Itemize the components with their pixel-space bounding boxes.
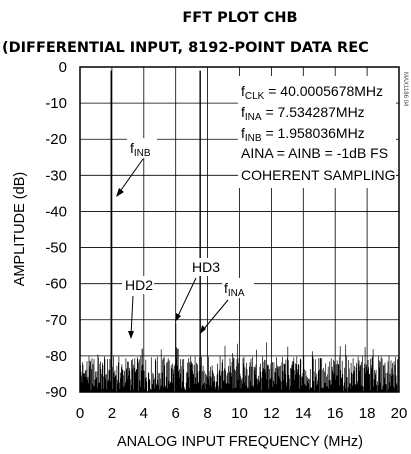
info-box-background	[238, 76, 396, 188]
plot-frame	[79, 66, 400, 393]
y-tick-label: -50	[45, 240, 67, 257]
figure-id-label: MAX1186 04	[402, 72, 408, 107]
x-tick-label: 20	[391, 405, 408, 422]
info-sampling: COHERENT SAMPLING	[241, 167, 396, 183]
x-tick-label: 14	[295, 405, 312, 422]
hd3-arrowhead	[175, 313, 181, 322]
y-tick-label: -60	[45, 276, 67, 293]
chart-subtitle: (DIFFERENTIAL INPUT, 8192-POINT DATA REC	[2, 40, 369, 56]
finb-label-background	[127, 138, 157, 158]
fina-arrow-line	[202, 299, 229, 331]
hd3-annotation: HD3	[192, 259, 220, 275]
x-tick-label: 18	[359, 405, 376, 422]
hd2-label-background	[122, 276, 154, 294]
y-tick-label: -70	[45, 312, 67, 329]
y-tick-label: -20	[45, 131, 67, 148]
info-fina: fINA = 7.534287MHz	[241, 104, 365, 123]
x-tick-label: 2	[108, 405, 116, 422]
spectrum-trace	[79, 70, 400, 392]
hd2-annotation: HD2	[125, 277, 153, 293]
hd3-label-background	[190, 258, 222, 276]
fina-annotation: fINA	[224, 280, 245, 299]
x-tick-label: 10	[231, 405, 248, 422]
chart-title: FFT PLOT CHB	[182, 10, 297, 26]
fina-label-background	[222, 278, 254, 298]
x-tick-label: 4	[140, 405, 148, 422]
hd2-arrowhead	[128, 331, 134, 339]
y-tick-labels: 0 -10 -20 -30 -40 -50 -60 -70 -80 -90	[45, 59, 67, 401]
hd2-arrow-line	[130, 295, 134, 336]
y-tick-label: -40	[45, 203, 67, 220]
x-tick-labels: 0 2 4 6 8 10 12 14 16 18 20	[76, 405, 408, 422]
info-fclk: fCLK = 40.0005678MHz	[241, 83, 383, 102]
x-tick-label: 0	[76, 405, 84, 422]
y-axis-label: AMPLITUDE (dB)	[12, 172, 28, 286]
info-amplitude: AINA = AINB = -1dB FS	[241, 145, 388, 161]
finb-annotation: fINB	[130, 140, 151, 159]
x-tick-label: 16	[327, 405, 344, 422]
x-axis-label: ANALOG INPUT FREQUENCY (MHz)	[117, 434, 363, 450]
fina-arrowhead	[200, 325, 206, 334]
x-tick-label: 12	[263, 405, 280, 422]
x-tick-label: 8	[203, 405, 211, 422]
info-finb: fINB = 1.958036MHz	[241, 125, 365, 144]
x-tick-label: 6	[172, 405, 180, 422]
y-tick-label: 0	[59, 59, 67, 76]
hd3-arrow-line	[176, 277, 197, 319]
finb-arrow-line	[118, 158, 144, 194]
finb-arrowhead	[116, 188, 124, 197]
y-tick-label: -30	[45, 167, 67, 184]
y-tick-label: -80	[45, 348, 67, 365]
y-tick-label: -90	[45, 384, 67, 401]
y-tick-label: -10	[45, 95, 67, 112]
